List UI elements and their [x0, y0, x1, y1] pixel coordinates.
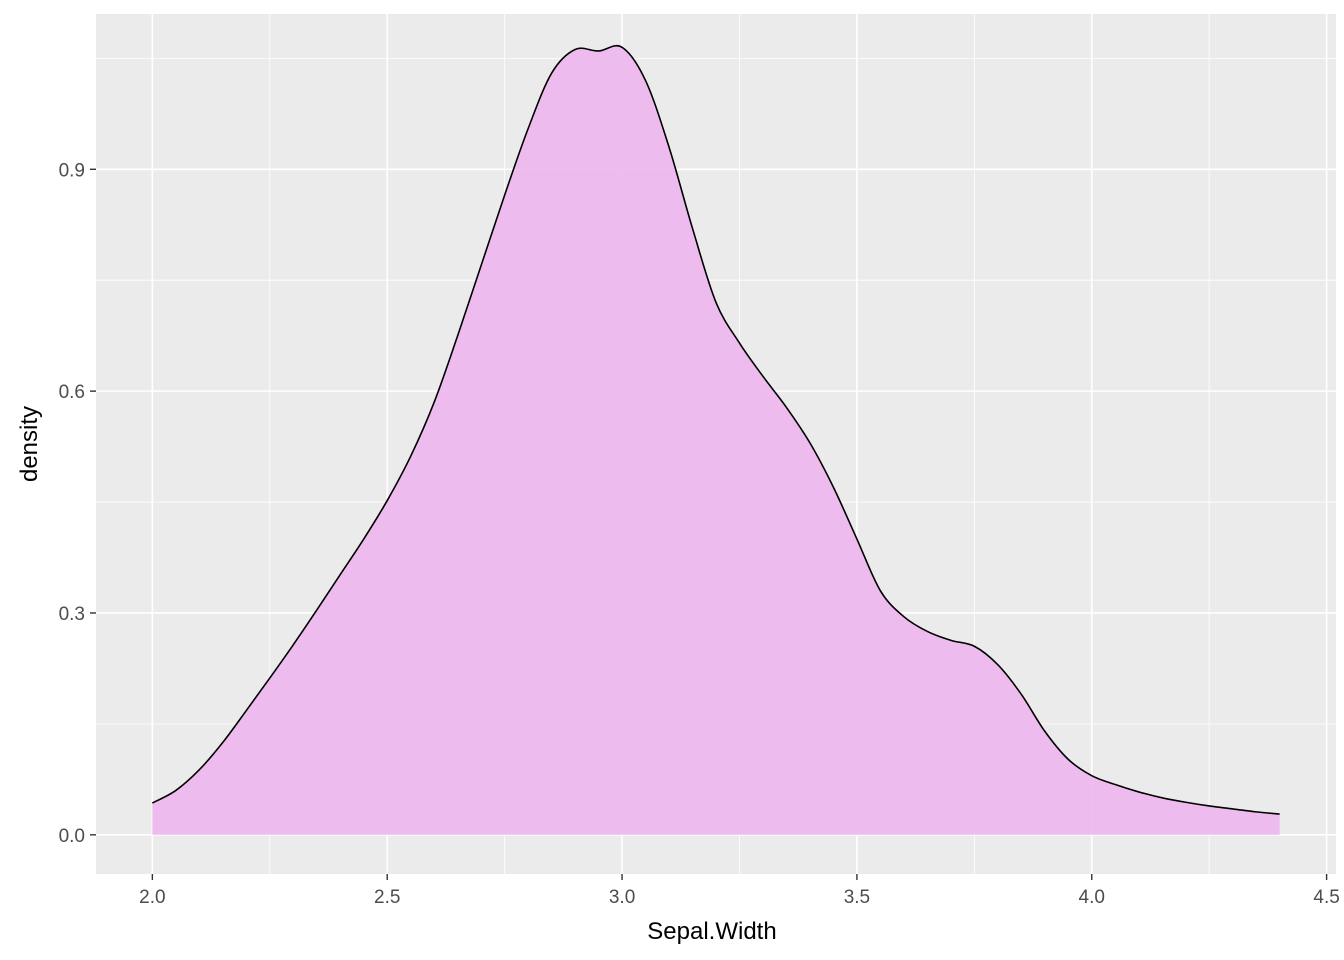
- x-tick-label: 3.0: [609, 887, 635, 908]
- x-tick-label: 2.0: [139, 887, 165, 908]
- y-axis: 0.0 0.3 0.6 0.9: [59, 160, 96, 847]
- density-area: [152, 45, 1280, 835]
- y-tick-label: 0.6: [59, 382, 85, 403]
- density-line: [151, 44, 1280, 815]
- y-tick-label: 0.0: [59, 826, 85, 847]
- x-axis-title: Sepal.Width: [647, 918, 776, 945]
- y-tick-label: 0.3: [59, 604, 85, 625]
- x-tick-label: 3.5: [844, 887, 870, 908]
- x-axis: 2.0 2.5 3.0 3.5 4.0 4.5: [139, 874, 1340, 908]
- x-tick-label: 2.5: [374, 887, 400, 908]
- x-tick-label: 4.0: [1079, 887, 1105, 908]
- y-axis-title: density: [16, 406, 43, 482]
- x-tick-label: 4.5: [1313, 887, 1339, 908]
- y-tick-label: 0.9: [59, 160, 85, 181]
